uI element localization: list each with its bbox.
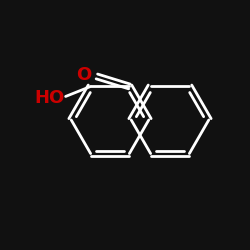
Text: HO: HO <box>34 89 64 107</box>
Text: O: O <box>76 66 92 84</box>
